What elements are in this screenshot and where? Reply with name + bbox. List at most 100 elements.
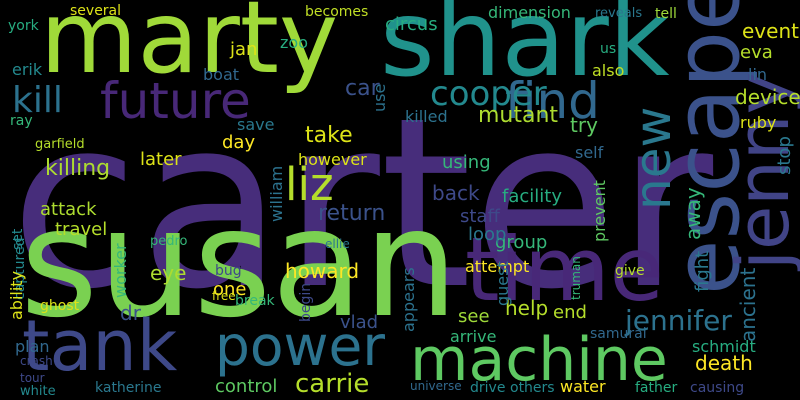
word: self (575, 143, 604, 162)
word: samurai (590, 326, 647, 342)
word: cooper (430, 74, 547, 114)
word: several (70, 3, 121, 19)
word: liz (285, 158, 334, 211)
word: tank (22, 305, 178, 387)
word: arrive (450, 327, 496, 346)
word: car (345, 76, 381, 101)
word: jennifer (624, 304, 732, 337)
word: erik (12, 60, 43, 79)
word: day (222, 132, 255, 153)
word: boat (203, 65, 239, 84)
word: becomes (305, 4, 368, 20)
word: appears (399, 267, 418, 332)
word: tour (20, 371, 45, 385)
word: event (742, 19, 799, 43)
word: use (370, 84, 389, 112)
word: reveals (595, 6, 642, 21)
word: kill (12, 80, 63, 121)
word: ruby (740, 113, 776, 132)
word: end (553, 302, 587, 323)
word: captured (12, 238, 28, 300)
word: future (100, 72, 251, 130)
word: save (237, 115, 274, 134)
word: device (735, 85, 800, 109)
word: give (615, 263, 645, 279)
word: try (570, 113, 598, 137)
word: katherine (95, 380, 162, 396)
word: tell (655, 6, 677, 22)
word: dimension (488, 3, 571, 22)
word: fight (692, 251, 713, 292)
word: jan (229, 39, 257, 60)
word: water (560, 377, 606, 396)
word: away (681, 187, 705, 240)
word: causing (690, 380, 744, 396)
word: killing (45, 156, 110, 181)
word: back (432, 181, 480, 205)
word: us (600, 41, 616, 57)
word: carter (10, 68, 714, 341)
word: set (10, 228, 26, 250)
word: facility (502, 186, 562, 207)
word: power (215, 314, 385, 378)
word: howard (285, 259, 359, 283)
word: mutant (478, 103, 558, 128)
word: killed (405, 107, 448, 126)
word: prevent (590, 180, 609, 242)
word: stop (774, 136, 795, 175)
word: circus (385, 14, 438, 35)
word: death (695, 351, 753, 375)
word: carrie (295, 369, 369, 399)
word: susan (20, 177, 458, 351)
word: escape (655, 0, 760, 295)
word: ghost (40, 298, 80, 314)
word: white (20, 384, 56, 399)
word: schmidt (692, 337, 756, 356)
word: shark (380, 0, 670, 100)
word: ability (7, 271, 26, 320)
word: loop (468, 224, 506, 245)
word: travel (55, 219, 107, 240)
word: plan (15, 337, 50, 356)
word: find (505, 72, 600, 130)
word: truman (569, 256, 583, 300)
word: pedro (150, 234, 188, 249)
word: jenny (721, 72, 800, 272)
word: crash (20, 354, 53, 368)
word: see (458, 306, 490, 327)
word: ray (10, 113, 33, 129)
word: york (8, 18, 40, 34)
word: take (305, 123, 353, 148)
word: ellie (325, 237, 350, 251)
word: using (442, 152, 491, 173)
word: free (212, 289, 236, 303)
word: others (510, 380, 555, 396)
word: lin (748, 65, 767, 84)
word: universe (410, 379, 462, 393)
word: eye (150, 261, 186, 285)
word: drive (470, 380, 505, 396)
word: eva (740, 42, 773, 63)
word: control (215, 376, 277, 397)
word: also (592, 61, 624, 80)
word: attempt (465, 257, 529, 276)
word: dr (120, 301, 142, 325)
word: later (140, 149, 182, 170)
word: father (635, 380, 677, 396)
word: bug (215, 263, 242, 279)
word: worker (111, 243, 130, 298)
word: begin (298, 283, 314, 322)
word: group (495, 232, 547, 253)
word: time (465, 218, 664, 321)
word: guest (493, 261, 512, 306)
word: marty (40, 0, 338, 96)
word: staff (460, 206, 500, 227)
word: break (235, 293, 276, 309)
word: william (267, 166, 286, 222)
word: vlad (340, 312, 378, 333)
word: machine (410, 325, 668, 395)
word: help (505, 296, 548, 320)
word: garfield (35, 137, 85, 152)
word: zoo (280, 33, 308, 52)
